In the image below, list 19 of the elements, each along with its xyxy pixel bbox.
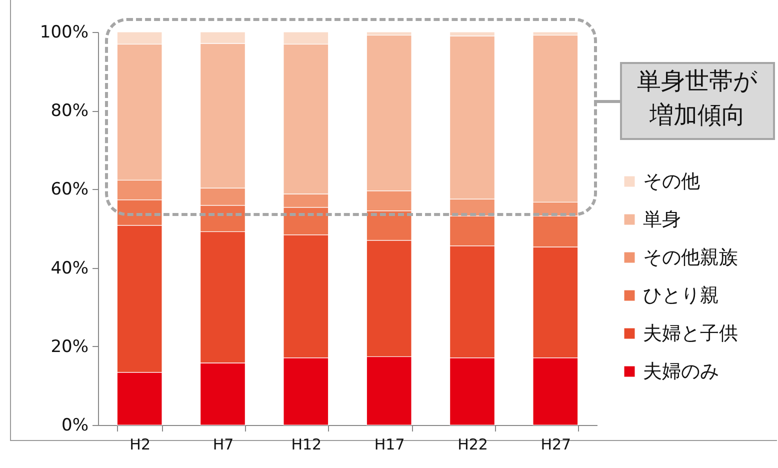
legend-label: その他 xyxy=(643,170,700,192)
y-tick-label: 60% xyxy=(50,180,88,200)
x-tick-label: H7 xyxy=(212,436,234,454)
y-tick-label: 0% xyxy=(62,416,88,436)
y-tick-label: 100% xyxy=(40,22,88,42)
y-tick-label: 40% xyxy=(50,258,88,278)
x-tick-label: H2 xyxy=(130,436,150,454)
x-tick-label: H17 xyxy=(374,436,405,454)
legend-label: 単身 xyxy=(643,208,681,230)
x-tick-label: H12 xyxy=(291,436,322,454)
y-tick-label: 20% xyxy=(50,336,88,357)
text: 単身世帯が増加傾向 xyxy=(620,62,775,140)
legend-label: ひとり親 xyxy=(643,284,719,306)
legend-label: 夫婦と子供 xyxy=(643,322,738,344)
y-tick-label: 80% xyxy=(50,101,88,122)
x-tick-label: H22 xyxy=(458,436,488,454)
x-tick-label: H27 xyxy=(540,436,572,454)
legend-label: 夫婦のみ xyxy=(643,360,719,382)
legend-label: その他親族 xyxy=(643,246,738,268)
